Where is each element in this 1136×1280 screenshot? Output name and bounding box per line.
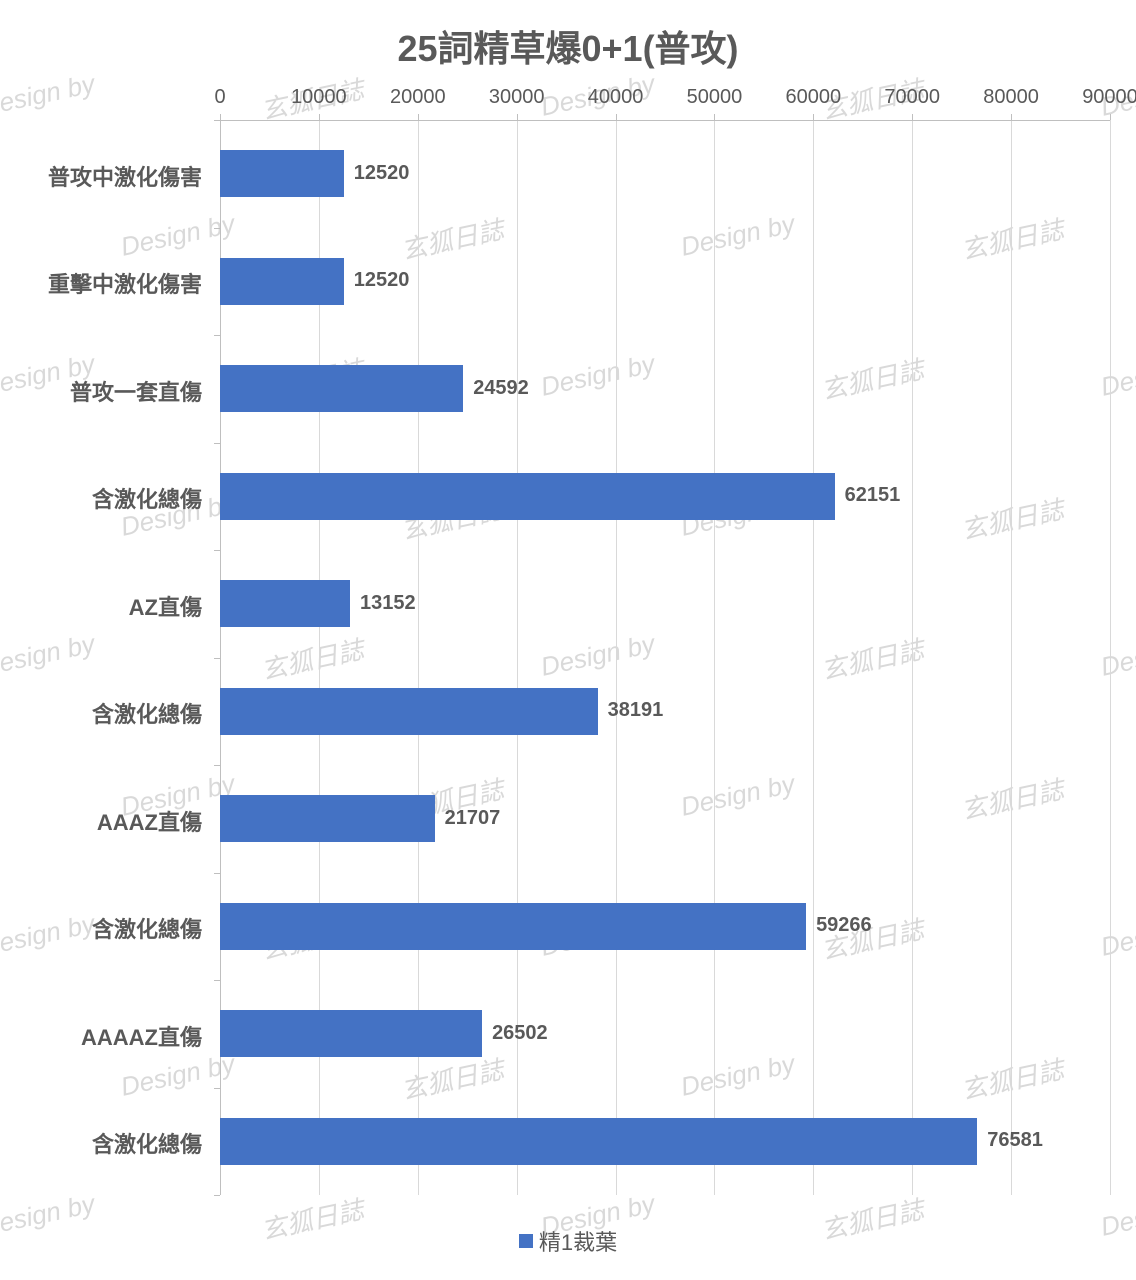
grid-line — [1110, 120, 1111, 1195]
x-axis-label: 70000 — [872, 86, 952, 109]
category-label: AAAZ直傷 — [0, 805, 202, 837]
x-axis-label: 50000 — [674, 86, 754, 109]
category-tick — [214, 228, 220, 229]
category-tick — [214, 873, 220, 874]
category-tick — [214, 120, 220, 121]
x-axis-line — [220, 120, 1110, 121]
bar-value-label: 24592 — [473, 377, 529, 400]
bar — [220, 903, 806, 950]
bar — [220, 258, 344, 305]
grid-line — [1011, 120, 1012, 1195]
bar-value-label: 12520 — [354, 162, 410, 185]
chart-title: 25詞精草爆0+1(普攻) — [0, 20, 1136, 72]
category-tick — [214, 1088, 220, 1089]
category-tick — [214, 1195, 220, 1196]
x-axis-label: 60000 — [773, 86, 853, 109]
bar-value-label: 26502 — [492, 1022, 548, 1045]
bar — [220, 473, 835, 520]
category-label: 含激化總傷 — [0, 697, 202, 729]
bar-value-label: 12520 — [354, 269, 410, 292]
category-label: 含激化總傷 — [0, 912, 202, 944]
bar-value-label: 38191 — [608, 699, 664, 722]
x-axis-label: 90000 — [1070, 86, 1136, 109]
category-tick — [214, 550, 220, 551]
bar-value-label: 59266 — [816, 914, 872, 937]
bar — [220, 580, 350, 627]
bar — [220, 795, 435, 842]
bar-value-label: 62151 — [845, 484, 901, 507]
grid-line — [616, 120, 617, 1195]
bar — [220, 365, 463, 412]
legend: 精1裁葉 — [0, 1225, 1136, 1257]
bar-chart: 25詞精草爆0+1(普攻) 0 10000 20000 30000 40000 50000… — [0, 0, 1136, 1280]
grid-line — [714, 120, 715, 1195]
bar-value-label: 21707 — [445, 807, 501, 830]
legend-swatch — [519, 1234, 533, 1248]
category-tick — [214, 443, 220, 444]
bar — [220, 150, 344, 197]
grid-line — [813, 120, 814, 1195]
x-axis-label: 20000 — [378, 86, 458, 109]
bar-value-label: 76581 — [987, 1129, 1043, 1152]
category-tick — [214, 658, 220, 659]
axis-tick — [1110, 114, 1111, 120]
grid-line — [912, 120, 913, 1195]
bar — [220, 688, 598, 735]
category-label: 重擊中激化傷害 — [0, 267, 202, 299]
bar-value-label: 13152 — [360, 592, 416, 615]
x-axis-label: 30000 — [477, 86, 557, 109]
category-label: 普攻中激化傷害 — [0, 160, 202, 192]
category-label: AAAAZ直傷 — [0, 1020, 202, 1052]
category-label: AZ直傷 — [0, 590, 202, 622]
category-tick — [214, 980, 220, 981]
legend-label: 精1裁葉 — [539, 1225, 617, 1257]
x-axis-label: 0 — [180, 86, 260, 109]
category-label: 含激化總傷 — [0, 482, 202, 514]
x-axis-label: 40000 — [576, 86, 656, 109]
bar — [220, 1010, 482, 1057]
category-label: 含激化總傷 — [0, 1127, 202, 1159]
category-tick — [214, 335, 220, 336]
category-label: 普攻一套直傷 — [0, 375, 202, 407]
bar — [220, 1118, 977, 1165]
x-axis-label: 10000 — [279, 86, 359, 109]
category-tick — [214, 765, 220, 766]
x-axis-label: 80000 — [971, 86, 1051, 109]
